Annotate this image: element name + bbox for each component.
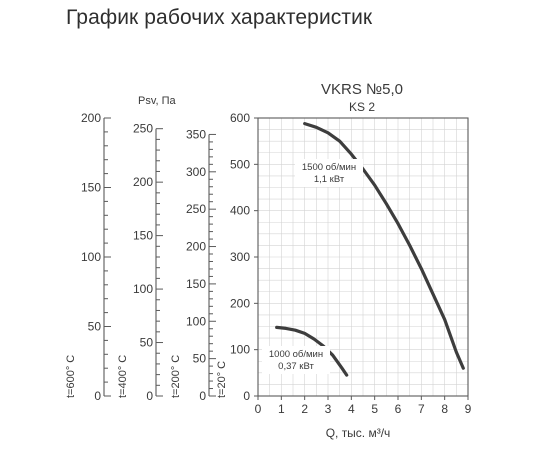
temperature-scale-label: t=200° С (170, 355, 182, 398)
temperature-tick-label: 0 (94, 389, 101, 403)
series-line (275, 325, 349, 377)
series-label-speed: 1500 об/мин (302, 162, 356, 173)
series-label-power: 0,37 кВт (278, 361, 314, 372)
temperature-tick-label: 350 (186, 127, 206, 141)
y-axis-label: Psv, Па (138, 95, 177, 107)
temperature-tick-label: 50 (88, 320, 102, 334)
temperature-scale-label: t=20° С (216, 361, 228, 398)
temperature-tick-label: 50 (193, 352, 207, 366)
y-tick-label: 300 (230, 250, 250, 264)
y-tick-label: 100 (230, 343, 250, 357)
y-tick-label: 200 (230, 296, 250, 310)
x-tick-label: 5 (371, 402, 378, 416)
temperature-tick-label: 100 (186, 314, 206, 328)
temperature-tick-label: 50 (140, 336, 154, 350)
x-tick-label: 6 (395, 402, 402, 416)
temperature-scale-label: t=600° С (65, 355, 77, 398)
temperature-scale-label: t=400° С (117, 355, 129, 398)
x-tick-label: 2 (301, 402, 308, 416)
temperature-tick-label: 250 (186, 202, 206, 216)
y-tick-label: 600 (230, 111, 250, 125)
series-line (303, 122, 465, 370)
series-label-power: 1,1 кВт (314, 174, 345, 185)
x-tick-label: 4 (348, 402, 355, 416)
chart-subtitle: KS 2 (349, 100, 375, 114)
y-tick-label: 400 (230, 204, 250, 218)
x-tick-label: 0 (255, 402, 262, 416)
y-tick-label: 500 (230, 157, 250, 171)
x-tick-label: 9 (465, 402, 472, 416)
temperature-tick-label: 0 (146, 389, 153, 403)
x-tick-label: 1 (278, 402, 285, 416)
series-label-background (262, 346, 330, 374)
temperature-tick-label: 150 (186, 277, 206, 291)
temperature-tick-label: 200 (81, 111, 101, 125)
x-tick-label: 3 (325, 402, 332, 416)
temperature-tick-label: 200 (133, 175, 153, 189)
page-title: График рабочих характеристик (66, 6, 373, 29)
y-tick-label: 0 (243, 389, 250, 403)
temperature-tick-label: 300 (186, 165, 206, 179)
x-tick-label: 8 (441, 402, 448, 416)
temperature-tick-label: 150 (81, 181, 101, 195)
temperature-tick-label: 100 (81, 250, 101, 264)
series-label-background (295, 159, 363, 187)
chart-title: VKRS №5,0 (321, 81, 403, 98)
x-axis-label: Q, тыс. м³/ч (326, 426, 391, 440)
temperature-tick-label: 200 (186, 240, 206, 254)
series-label-speed: 1000 об/мин (269, 349, 323, 360)
temperature-tick-label: 150 (133, 229, 153, 243)
temperature-tick-label: 0 (199, 389, 206, 403)
temperature-tick-label: 100 (133, 282, 153, 296)
temperature-tick-label: 250 (133, 122, 153, 136)
x-tick-label: 7 (418, 402, 425, 416)
